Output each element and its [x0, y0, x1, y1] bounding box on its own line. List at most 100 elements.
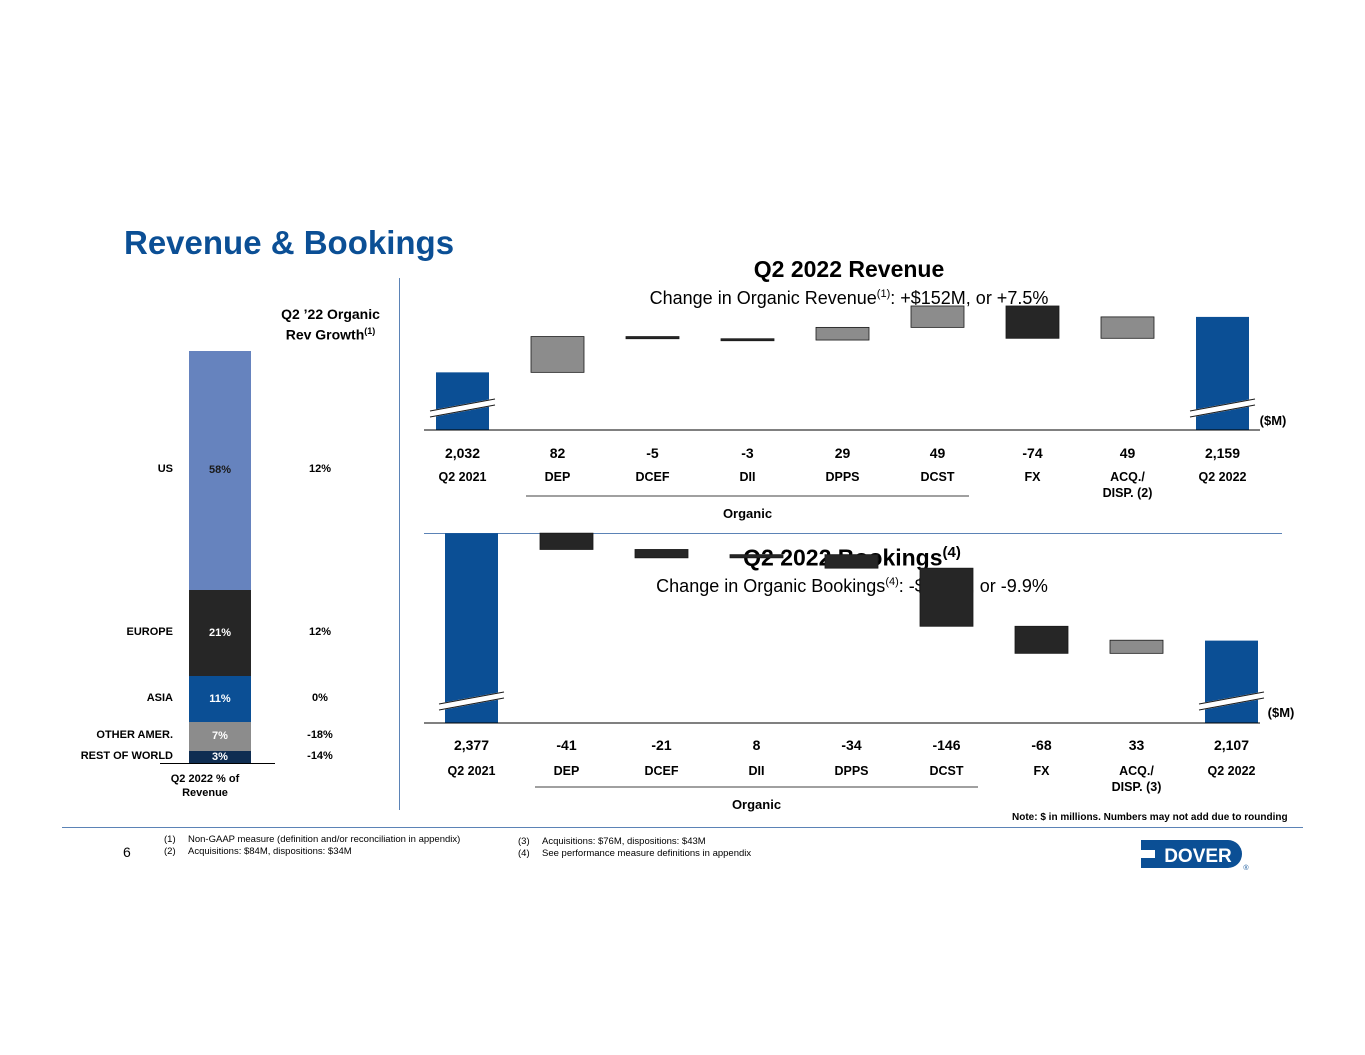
revenue-axis-break-line [429, 404, 496, 418]
revenue-chart-title: Q2 2022 Revenue [753, 256, 945, 282]
page-title: Revenue & Bookings [124, 224, 455, 261]
units-note: Note: $ in millions. Numbers may not add… [1012, 812, 1288, 823]
geo-region-label: EUROPE [126, 626, 173, 639]
footnotes-left: (1) Non-GAAP measure (definition and/or r… [164, 834, 460, 858]
footnote-2: (2) Acquisitions: $84M, dispositions: $34… [164, 846, 460, 858]
bookings-value-label: 8 [753, 737, 761, 753]
page-number: 6 [123, 844, 131, 860]
bookings-unit-label: ($M) [1268, 705, 1295, 720]
bookings-category-label: ACQ./ [1119, 764, 1154, 778]
footnote-text: Non-GAAP measure (definition and/or reco… [188, 834, 461, 845]
bookings-axis-break-line [438, 691, 505, 705]
revenue-category-label: DEP [545, 470, 571, 484]
footnote-3: (3) Acquisitions: $76M, dispositions: $43… [518, 836, 751, 848]
revenue-axis-break-gap [1189, 398, 1256, 418]
geo-growth-header: Q2 ’22 Organic Rev Growth(1) [258, 306, 403, 344]
geo-chart-footer: Q2 2022 % of Revenue [150, 772, 260, 800]
bookings-subtitle-sup: (4) [885, 576, 899, 588]
geo-segment-europe: 21% [189, 589, 251, 677]
revenue-value-label: 2,032 [445, 445, 480, 461]
bookings-bar [1109, 639, 1164, 654]
revenue-category-label: Q2 2022 [1199, 470, 1247, 484]
bookings-axis-break-gap [438, 691, 505, 711]
bookings-category-label: FX [1034, 764, 1051, 778]
revenue-category-label: ACQ./ [1110, 470, 1145, 484]
revenue-category-label: DCST [920, 470, 954, 484]
revenue-subtitle-sup: (1) [876, 288, 891, 300]
vertical-divider [399, 278, 400, 810]
bookings-organic-label: Organic [732, 797, 781, 812]
revenue-category-label: Q2 2021 [439, 470, 487, 484]
revenue-category-label: DCEF [635, 470, 669, 484]
geo-segment-us: 58% [189, 351, 251, 590]
revenue-axis-break-line [1189, 398, 1256, 412]
bookings-bar [919, 567, 974, 627]
revenue-bar [1005, 305, 1060, 339]
revenue-chart-subtitle: Change in Organic Revenue(1): +$152M, or… [650, 288, 1049, 309]
bookings-value-label: -21 [651, 737, 671, 753]
geo-segment-asia: 11% [189, 676, 251, 722]
geo-header-line1: Q2 ’22 Organic [281, 306, 380, 322]
bookings-axis-break-line [1198, 691, 1265, 705]
revenue-bar [815, 326, 870, 341]
geo-segment-rest-of-world: 3% [189, 750, 251, 763]
footnote-4: (4) See performance measure definitions i… [518, 848, 751, 860]
footnotes-right: (3) Acquisitions: $76M, dispositions: $43… [518, 836, 751, 860]
revenue-subtitle-post: : +$152M, or +7.5% [890, 288, 1049, 308]
revenue-bar [910, 305, 965, 328]
geo-region-label: ASIA [146, 692, 173, 705]
bookings-axis-break-line [1198, 697, 1265, 711]
revenue-value-label: 49 [930, 445, 946, 461]
revenue-subtitle-pre: Change in Organic Revenue [649, 288, 877, 308]
footnote-1: (1) Non-GAAP measure (definition and/or r… [164, 834, 460, 846]
revenue-axis-break-gap [429, 398, 496, 418]
bookings-value-label: 2,107 [1214, 737, 1249, 753]
bookings-axis-break-gap [1198, 691, 1265, 711]
logo-text: DOVER [1164, 846, 1232, 867]
bookings-bar [729, 554, 784, 559]
revenue-bar [720, 338, 775, 342]
bookings-bar [1205, 640, 1258, 723]
geo-header-sup: (1) [364, 326, 376, 336]
bookings-value-label: 33 [1129, 737, 1145, 753]
chart-divider [424, 533, 1282, 534]
revenue-organic-label: Organic [723, 506, 772, 521]
bookings-bar [1014, 625, 1069, 654]
footnote-text: Acquisitions: $76M, dispositions: $43M [542, 836, 706, 847]
bookings-category-label: DCEF [644, 764, 678, 778]
revenue-value-label: 2,159 [1205, 445, 1240, 461]
bookings-category-label: DII [749, 764, 765, 778]
bookings-bar [539, 532, 594, 550]
geo-region-label: OTHER AMER. [96, 729, 173, 742]
footnote-num: (1) [164, 834, 176, 845]
geo-footer-line2: Revenue [182, 787, 228, 799]
revenue-category-label: FX [1025, 470, 1042, 484]
revenue-value-label: -3 [741, 445, 754, 461]
footer-divider [62, 827, 1303, 828]
geo-segment-other-amer: 7% [189, 721, 251, 751]
bookings-value-label: -34 [841, 737, 861, 753]
revenue-value-label: 82 [550, 445, 566, 461]
revenue-category-label: DISP. (2) [1103, 486, 1153, 500]
bookings-title-sup: (4) [942, 544, 961, 561]
geo-growth-value: 12% [308, 463, 332, 476]
bookings-category-label: DEP [554, 764, 580, 778]
logo-registered-mark: ® [1243, 864, 1249, 872]
geo-footer-line1: Q2 2022 % of [170, 773, 240, 785]
revenue-unit-label: ($M) [1260, 413, 1287, 428]
geo-growth-value: -18% [307, 729, 333, 742]
geo-region-label: REST OF WORLD [80, 749, 173, 762]
geo-region-label: US [157, 463, 173, 476]
bookings-bar [634, 549, 689, 559]
revenue-value-label: 29 [835, 445, 851, 461]
bookings-category-label: DPPS [834, 764, 868, 778]
bookings-category-label: DCST [929, 764, 963, 778]
revenue-value-label: 49 [1120, 445, 1136, 461]
bookings-bar [824, 554, 879, 569]
bookings-value-label: -68 [1031, 737, 1051, 753]
dover-logo: DOVER ® [1141, 840, 1249, 872]
revenue-value-label: -5 [646, 445, 659, 461]
geo-growth-value: 12% [308, 626, 332, 639]
bookings-bar [445, 533, 498, 723]
